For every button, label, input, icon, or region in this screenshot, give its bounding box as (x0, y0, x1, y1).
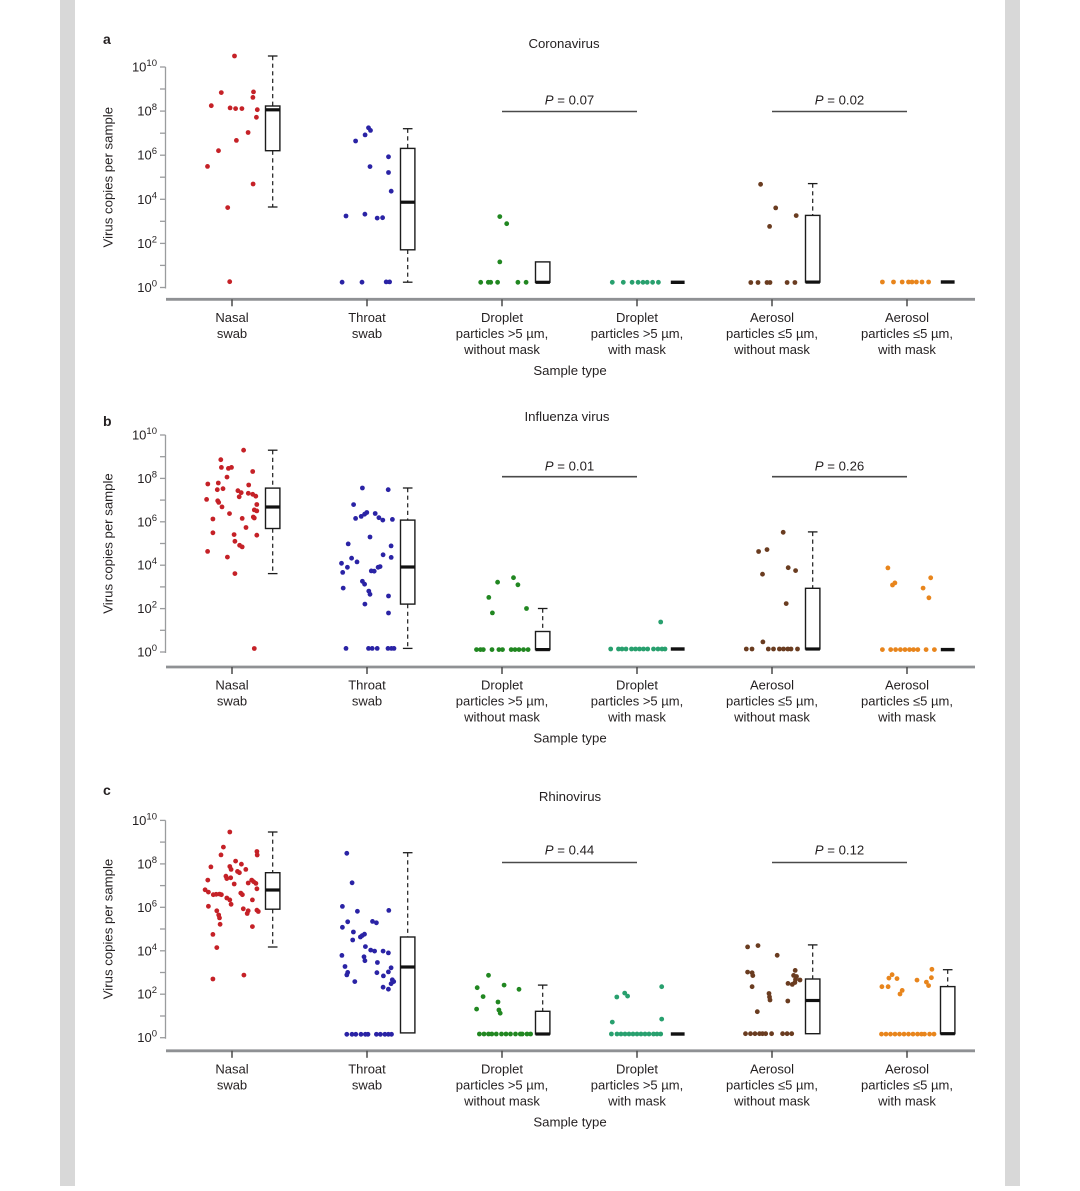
svg-text:Nasal: Nasal (215, 678, 248, 693)
svg-text:with mask: with mask (877, 342, 936, 357)
svg-text:Throat: Throat (348, 678, 386, 693)
svg-text:Virus copies per sample: Virus copies per sample (101, 473, 116, 614)
svg-text:Aerosol: Aerosol (885, 310, 929, 325)
svg-text:Aerosol: Aerosol (885, 1062, 929, 1077)
svg-text:Sample type: Sample type (533, 1115, 606, 1130)
svg-text:Coronavirus: Coronavirus (528, 36, 600, 51)
svg-text:particles >5 µm,: particles >5 µm, (456, 1078, 548, 1093)
svg-text:particles >5 µm,: particles >5 µm, (591, 326, 683, 341)
svg-text:Aerosol: Aerosol (750, 310, 794, 325)
svg-text:b: b (103, 413, 112, 429)
svg-text:particles ≤5 µm,: particles ≤5 µm, (726, 1078, 818, 1093)
svg-text:swab: swab (352, 694, 382, 709)
svg-text:particles >5 µm,: particles >5 µm, (591, 694, 683, 709)
svg-text:without mask: without mask (733, 710, 810, 725)
svg-text:particles ≤5 µm,: particles ≤5 µm, (861, 694, 953, 709)
svg-text:without mask: without mask (733, 1094, 810, 1109)
svg-text:Throat: Throat (348, 310, 386, 325)
svg-text:swab: swab (352, 1078, 382, 1093)
svg-text:Droplet: Droplet (616, 678, 658, 693)
svg-text:P = 0.07: P = 0.07 (545, 93, 595, 108)
svg-text:swab: swab (217, 326, 247, 341)
svg-text:Sample type: Sample type (533, 731, 606, 746)
svg-text:Aerosol: Aerosol (750, 1062, 794, 1077)
svg-text:with mask: with mask (607, 1094, 666, 1109)
svg-text:Throat: Throat (348, 1062, 386, 1077)
svg-text:P = 0.01: P = 0.01 (545, 459, 595, 474)
svg-text:Droplet: Droplet (481, 310, 523, 325)
svg-text:Aerosol: Aerosol (750, 678, 794, 693)
svg-text:P = 0.02: P = 0.02 (815, 93, 865, 108)
svg-text:with mask: with mask (877, 710, 936, 725)
svg-text:Virus copies per sample: Virus copies per sample (101, 107, 116, 248)
svg-text:swab: swab (217, 694, 247, 709)
svg-text:c: c (103, 782, 111, 798)
svg-text:without mask: without mask (463, 710, 540, 725)
svg-text:particles ≤5 µm,: particles ≤5 µm, (726, 694, 818, 709)
svg-text:with mask: with mask (607, 342, 666, 357)
svg-text:particles ≤5 µm,: particles ≤5 µm, (861, 326, 953, 341)
svg-text:Nasal: Nasal (215, 310, 248, 325)
svg-text:P = 0.12: P = 0.12 (815, 843, 865, 858)
svg-text:Influenza virus: Influenza virus (524, 409, 609, 424)
svg-text:P = 0.26: P = 0.26 (815, 459, 865, 474)
svg-text:Droplet: Droplet (616, 1062, 658, 1077)
svg-text:swab: swab (217, 1078, 247, 1093)
svg-text:P = 0.44: P = 0.44 (545, 843, 595, 858)
svg-text:with mask: with mask (877, 1094, 936, 1109)
svg-text:particles >5 µm,: particles >5 µm, (456, 326, 548, 341)
svg-text:with mask: with mask (607, 710, 666, 725)
svg-text:swab: swab (352, 326, 382, 341)
svg-text:Virus copies per sample: Virus copies per sample (101, 859, 116, 1000)
svg-text:a: a (103, 31, 111, 47)
svg-text:Nasal: Nasal (215, 1062, 248, 1077)
svg-text:particles ≤5 µm,: particles ≤5 µm, (726, 326, 818, 341)
svg-text:without mask: without mask (463, 1094, 540, 1109)
svg-text:Droplet: Droplet (481, 678, 523, 693)
svg-text:particles >5 µm,: particles >5 µm, (591, 1078, 683, 1093)
svg-text:Rhinovirus: Rhinovirus (539, 789, 602, 804)
svg-text:Sample type: Sample type (533, 363, 606, 378)
svg-text:particles ≤5 µm,: particles ≤5 µm, (861, 1078, 953, 1093)
svg-text:particles >5 µm,: particles >5 µm, (456, 694, 548, 709)
svg-text:Droplet: Droplet (481, 1062, 523, 1077)
svg-text:Aerosol: Aerosol (885, 678, 929, 693)
svg-text:without mask: without mask (463, 342, 540, 357)
svg-text:without mask: without mask (733, 342, 810, 357)
svg-text:Droplet: Droplet (616, 310, 658, 325)
